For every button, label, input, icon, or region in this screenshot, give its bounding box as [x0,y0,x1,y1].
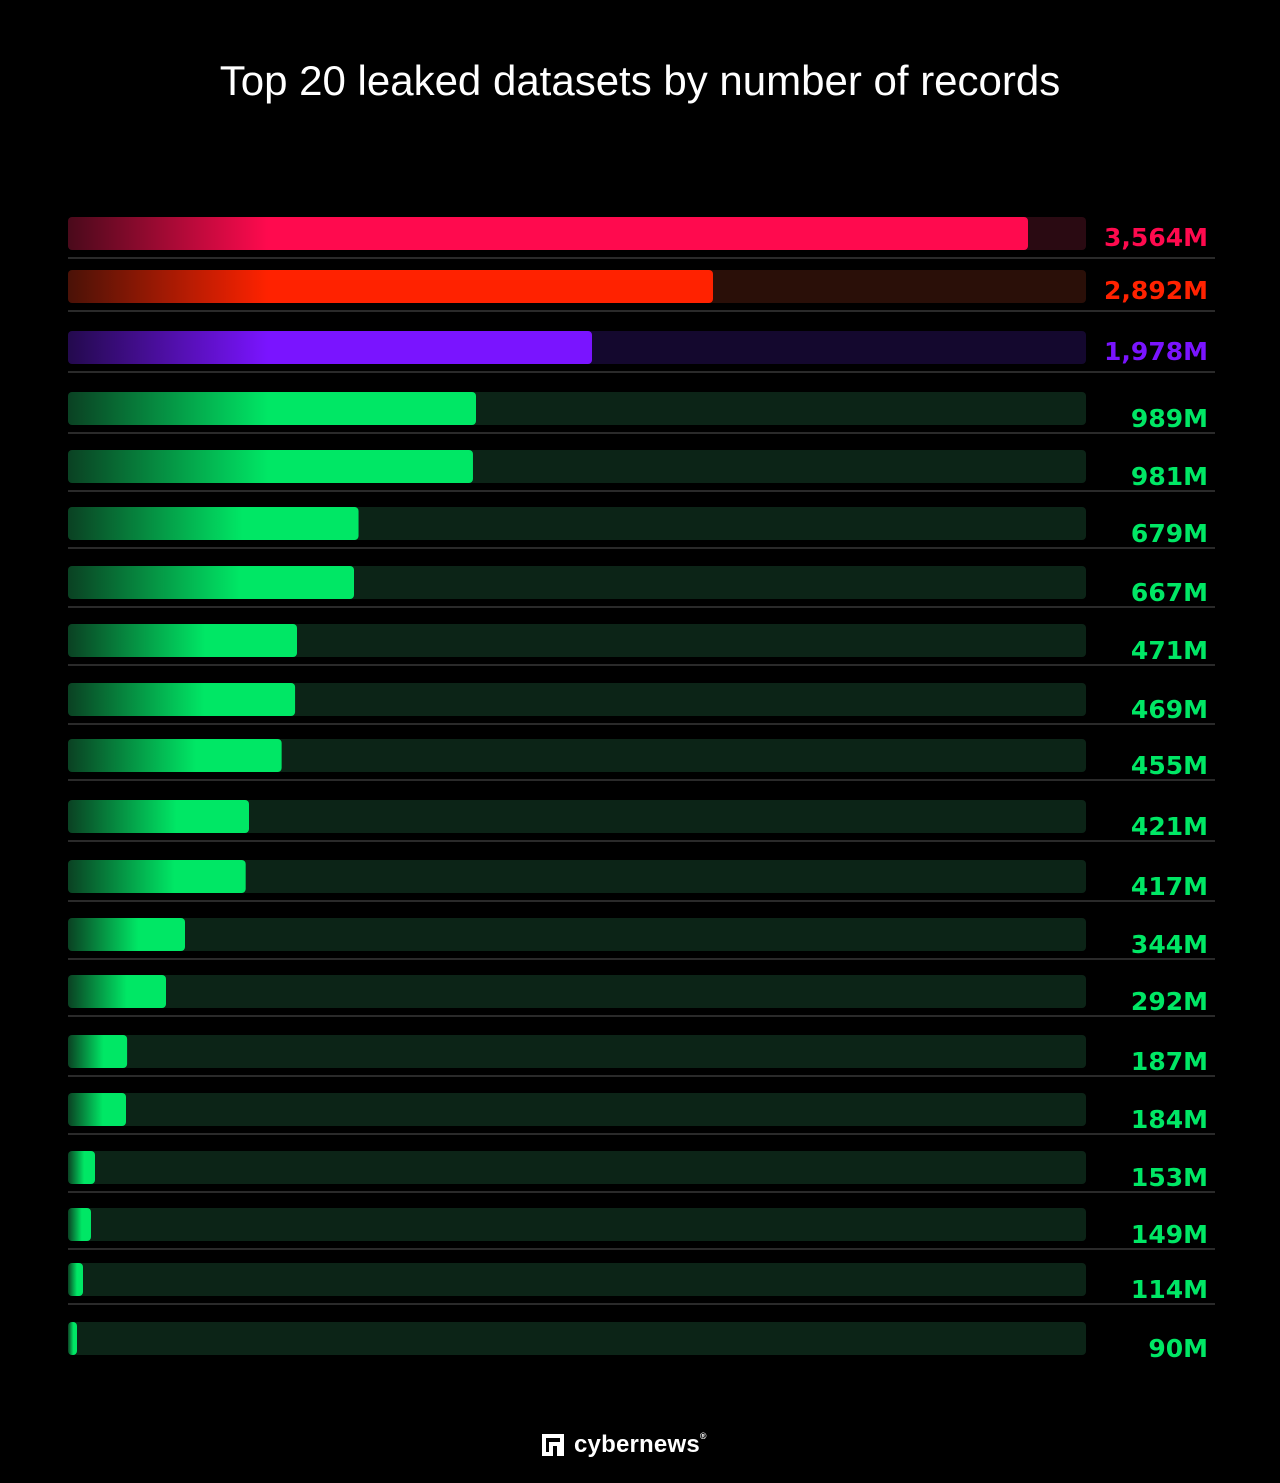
bar-track [68,739,1086,772]
bar [68,1035,128,1068]
bar [68,507,359,540]
bar-row: 114M [68,1263,1215,1305]
bar-track [68,918,1086,951]
value-label: 417M [1131,872,1208,901]
bar-track [68,683,1086,716]
value-label: 3,564M [1104,223,1208,252]
bar-row: 679M [68,507,1215,549]
value-label: 114M [1131,1275,1208,1304]
value-label: 292M [1131,987,1208,1016]
bar-row: 184M [68,1093,1215,1135]
bar-track [68,1151,1086,1184]
bar-track [68,860,1086,893]
bar-row: 989M [68,392,1215,434]
bar [68,683,296,716]
bar-row: 417M [68,860,1215,902]
bar-row: 3,564M [68,217,1215,259]
value-label: 153M [1131,1163,1208,1192]
value-label: 981M [1131,462,1208,491]
value-label: 149M [1131,1220,1208,1249]
bar-track [68,1322,1086,1355]
bar-track [68,800,1086,833]
bar [68,624,297,657]
bar [68,1151,95,1184]
registered-mark: ® [699,1431,707,1441]
bar-row: 469M [68,683,1215,725]
bar-row: 2,892M [68,270,1215,312]
value-label: 455M [1131,751,1208,780]
bar [68,331,592,364]
bar [68,739,282,772]
value-label: 1,978M [1104,337,1208,366]
value-label: 90M [1148,1334,1208,1363]
bar [68,270,713,303]
bar-row: 292M [68,975,1215,1017]
bar-row: 981M [68,450,1215,492]
bar-row: 149M [68,1208,1215,1250]
bar-row: 90M [68,1322,1208,1363]
bar-row: 187M [68,1035,1215,1077]
value-label: 469M [1131,695,1208,724]
value-label: 2,892M [1104,276,1208,305]
value-label: 421M [1131,812,1208,841]
bar-row: 455M [68,739,1215,781]
bar-row: 421M [68,800,1215,842]
bar-row: 471M [68,624,1215,666]
chart-title: Top 20 leaked datasets by number of reco… [219,57,1061,104]
value-label: 667M [1131,578,1208,607]
bar-row: 667M [68,566,1215,608]
value-label: 187M [1131,1047,1208,1076]
bar [68,1208,91,1241]
brand-name: cybernews [574,1431,700,1458]
cybernews-logo-icon [542,1434,564,1456]
bar [68,860,246,893]
bar [68,217,1028,250]
bar-row: 344M [68,918,1215,960]
value-label: 679M [1131,519,1208,548]
bar [68,975,166,1008]
bar-track [68,1035,1086,1068]
bar [68,450,473,483]
bar-row: 1,978M [68,331,1215,373]
bar [68,566,354,599]
bar [68,1263,83,1296]
value-label: 344M [1131,930,1208,959]
bar-row: 153M [68,1151,1215,1193]
bar [68,1093,126,1126]
bar [68,800,249,833]
value-label: 184M [1131,1105,1208,1134]
value-label: 989M [1131,404,1208,433]
bar-track [68,1208,1086,1241]
value-label: 471M [1131,636,1208,665]
bar-track [68,1093,1086,1126]
bar [68,1322,77,1355]
brand-logo: cybernews® [542,1431,707,1459]
bar-track [68,1263,1086,1296]
bar [68,392,476,425]
bar-track [68,975,1086,1008]
bar-track [68,624,1086,657]
bar [68,918,185,951]
